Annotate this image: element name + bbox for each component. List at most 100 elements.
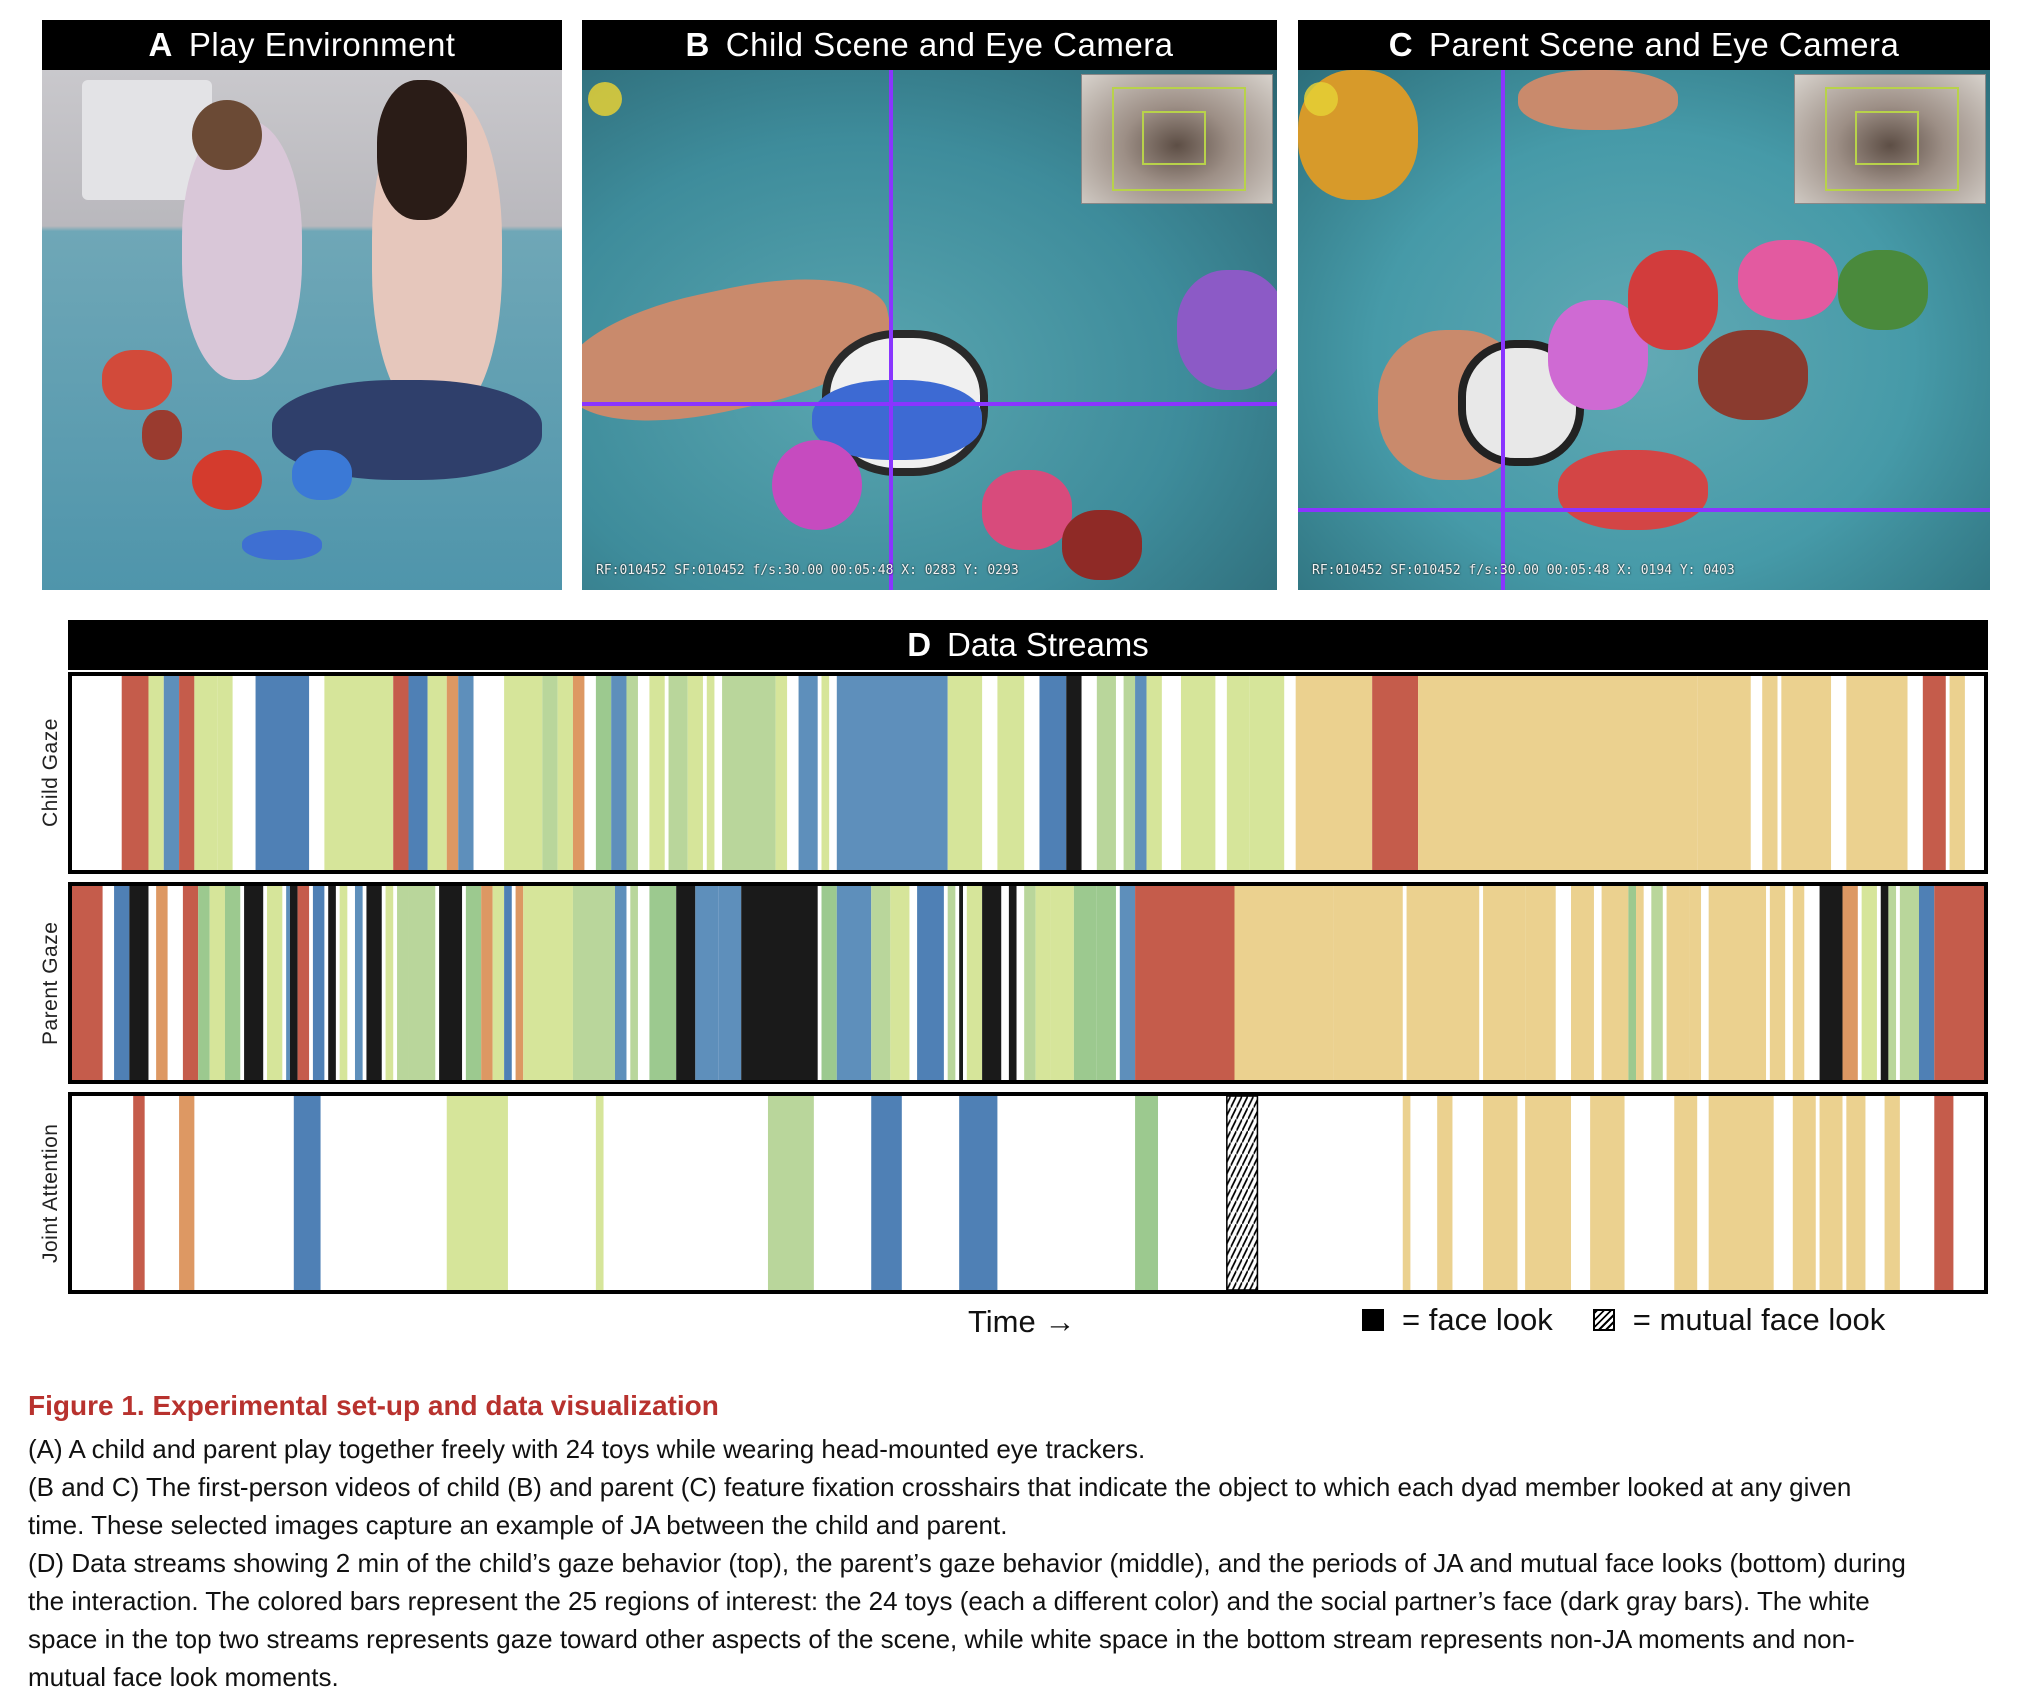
parent-gaze-bar (492, 886, 505, 1080)
parent-gaze-bar (959, 886, 963, 1080)
panel-a-title-text: Play Environment (188, 26, 456, 63)
joint-attention-bar (959, 1096, 998, 1290)
caption-line: the interaction. The colored bars repres… (28, 1586, 1870, 1616)
figure-caption: Figure 1. Experimental set-up and data v… (28, 1390, 1998, 1696)
caption-line: (A) A child and parent play together fre… (28, 1434, 1146, 1464)
panel-a-title: A Play Environment (42, 20, 562, 70)
figure-title: Figure 1. Experimental set-up and data v… (28, 1390, 719, 1421)
parent-gaze-bar (1234, 886, 1334, 1080)
parent-gaze-bar (1666, 886, 1690, 1080)
child-gaze-bar (194, 676, 218, 870)
joint-attention-bar (1846, 1096, 1866, 1290)
child-gaze-bar (572, 676, 585, 870)
child-gaze-bar (1949, 676, 1965, 870)
panel-c-letter: C (1388, 26, 1414, 63)
child-gaze-bar (947, 676, 983, 870)
eye-tracker-dot (1304, 82, 1338, 116)
child-gaze-bar (611, 676, 627, 870)
parent-gaze-bar (630, 886, 638, 1080)
parent-gaze-bar (1651, 886, 1663, 1080)
child-gaze-bar (1372, 676, 1419, 870)
child-gaze-bar (595, 676, 612, 870)
child-gaze-bar (649, 676, 665, 870)
child-fixation-crosshair-vertical (889, 70, 893, 590)
parent-gaze-bar (1934, 886, 1984, 1080)
child-fixation-crosshair-horizontal (582, 402, 1277, 406)
parent-gaze-label: Parent Gaze (39, 921, 62, 1045)
joint-attention-bar (179, 1096, 195, 1290)
caption-line: time. These selected images capture an e… (28, 1510, 1008, 1540)
parent-gaze-bar (385, 886, 394, 1080)
parent-fixation-crosshair-vertical (1501, 70, 1505, 590)
parent-gaze-bar (917, 886, 944, 1080)
child-gaze-bar (1762, 676, 1778, 870)
parent-gaze-bar (1689, 886, 1702, 1080)
parent-gaze-bar (1483, 886, 1526, 1080)
time-axis-label: Time → (968, 1304, 1076, 1339)
joint-attention-bar (1792, 1096, 1816, 1290)
child-gaze-bar (626, 676, 638, 870)
joint-attention-bar (1590, 1096, 1625, 1290)
parent-gaze-bar (1073, 886, 1097, 1080)
parent-eye-camera-inset (1794, 74, 1986, 204)
parent-gaze-bar (1769, 886, 1786, 1080)
child-gaze-bar (1249, 676, 1285, 870)
parent-gaze-bar (465, 886, 482, 1080)
parent-gaze-bar (72, 886, 103, 1080)
child-gaze-bar (446, 676, 459, 870)
parent-gaze-bar (1333, 886, 1403, 1080)
parent-gaze-bar (718, 886, 742, 1080)
joint-attention-bar (1819, 1096, 1843, 1290)
child-gaze-bar (775, 676, 788, 870)
joint-attention-bar (293, 1096, 321, 1290)
child-gaze-bar (324, 676, 394, 870)
parent-gaze-bar (198, 886, 210, 1080)
parent-gaze-bar (114, 886, 130, 1080)
child-gaze-bar (1135, 676, 1147, 870)
caption-line: (D) Data streams showing 2 min of the ch… (28, 1548, 1906, 1578)
parent-gaze-bar (1525, 886, 1556, 1080)
parent-scene-camera-frame: RF:010452 SF:010452 f/s:30.00 00:05:48 X… (1298, 70, 1990, 590)
parent-gaze-bar (1792, 886, 1805, 1080)
child-gaze-bar (557, 676, 573, 870)
joint-attention-bar (133, 1096, 145, 1290)
caption-line: mutual face look moments. (28, 1662, 339, 1692)
joint-attention-bar (1135, 1096, 1159, 1290)
parent-gaze-bar (615, 886, 627, 1080)
parent-gaze-bar (408, 886, 436, 1080)
parent-gaze-bar (1096, 886, 1116, 1080)
child-gaze-bar (836, 676, 948, 870)
parent-gaze-bar (523, 886, 573, 1080)
panel-b-letter: B (685, 26, 710, 63)
child-gaze-bar (1781, 676, 1832, 870)
parent-gaze-bar (286, 886, 290, 1080)
child-gaze-bar (1226, 676, 1250, 870)
parent-gaze-bar (224, 886, 241, 1080)
joint-attention-bar (871, 1096, 902, 1290)
parent-gaze-bar (1861, 886, 1877, 1080)
parent-gaze-bar (947, 886, 956, 1080)
mutual-face-look-legend-label: = mutual face look (1632, 1302, 1886, 1337)
panel-d-data-streams: D Data Streams Child Gaze Parent Gaze Jo… (39, 620, 1988, 1295)
child-gaze-bars (121, 676, 1965, 870)
parent-gaze-bar (741, 886, 757, 1080)
parent-gaze-bar (890, 886, 910, 1080)
parent-gaze-bar (966, 886, 983, 1080)
parent-gaze-bar (1628, 886, 1637, 1080)
parent-gaze-bar (1601, 886, 1629, 1080)
parent-gaze-bar (504, 886, 512, 1080)
parent-gaze-bar (756, 886, 818, 1080)
panel-b-title-text: Child Scene and Eye Camera (725, 26, 1174, 63)
parent-gaze-bar (871, 886, 891, 1080)
joint-attention-bar (1674, 1096, 1698, 1290)
joint-attention-bar (1934, 1096, 1954, 1290)
parent-gaze-bar (328, 886, 336, 1080)
parent-gaze-bar (1918, 886, 1935, 1080)
panel-d-title-text: Data Streams (947, 626, 1149, 663)
parent-gaze-bar (1571, 886, 1594, 1080)
mutual-face-look-swatch (1592, 1309, 1615, 1331)
child-gaze-bar (668, 676, 688, 870)
child-camera-overlay-text: RF:010452 SF:010452 f/s:30.00 00:05:48 X… (596, 563, 1019, 578)
parent-gaze-bars (72, 886, 1984, 1080)
panel-d-letter: D (907, 626, 932, 663)
